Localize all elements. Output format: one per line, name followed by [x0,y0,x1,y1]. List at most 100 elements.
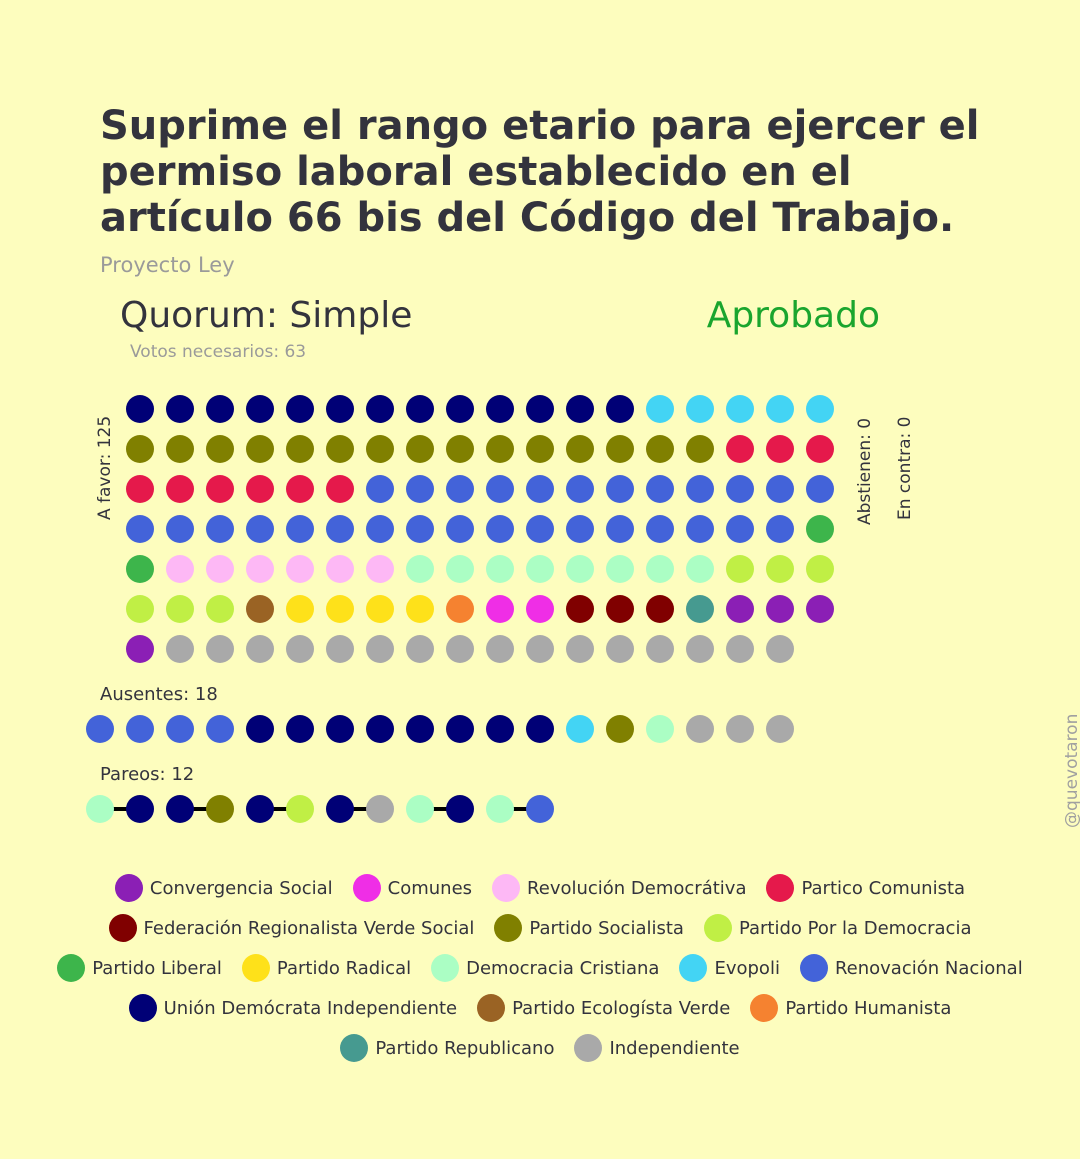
legend-swatch [352,874,381,902]
favor-dot-union-democrata-independiente [166,395,194,423]
favor-dot-federacion-regionalista-verde-social [566,595,594,623]
pair-dot-renovacion-nacional [526,795,554,823]
absent-dot-renovacion-nacional [206,715,234,743]
favor-dot-evopoli [766,395,794,423]
favor-dot-renovacion-nacional [126,515,154,543]
pair-dot-democracia-cristiana [406,795,434,823]
favor-dot-democracia-cristiana [486,555,514,583]
favor-dot-independiente [206,635,234,663]
favor-dot-union-democrata-independiente [286,395,314,423]
legend-swatch [766,874,795,902]
chart-title: Suprime el rango etario para ejercer el … [100,103,980,241]
favor-dot-independiente [366,635,394,663]
absent-dot-renovacion-nacional [166,715,194,743]
favor-dot-evopoli [726,395,754,423]
absent-dot-union-democrata-independiente [326,715,354,743]
legend-swatch [750,994,779,1022]
favor-dot-independiente [686,635,714,663]
legend-swatch [494,914,523,942]
favor-dot-revolucion-democrativa [206,555,234,583]
favor-dot-convergencia-social [726,595,754,623]
legend-label: Revolución Democrátiva [527,877,747,899]
favor-dot-partido-por-la-democracia [726,555,754,583]
favor-dot-union-democrata-independiente [606,395,634,423]
favor-dot-union-democrata-independiente [526,395,554,423]
favor-dot-renovacion-nacional [686,475,714,503]
favor-dot-partico-comunista [766,435,794,463]
favor-dot-convergencia-social [766,595,794,623]
absent-dot-independiente [726,715,754,743]
favor-dot-evopoli [646,395,674,423]
favor-dot-revolucion-democrativa [286,555,314,583]
legend-swatch [108,914,137,942]
favor-dot-revolucion-democrativa [366,555,394,583]
favor-dot-partico-comunista [246,475,274,503]
favor-dot-comunes [526,595,554,623]
favor-dot-partido-por-la-democracia [206,595,234,623]
favor-dot-union-democrata-independiente [566,395,594,423]
legend-label: Federación Regionalista Verde Social [143,917,475,939]
favor-dot-renovacion-nacional [526,515,554,543]
favor-dot-partido-socialista [566,435,594,463]
legend-label: Independiente [609,1037,740,1059]
favor-dot-partico-comunista [726,435,754,463]
legend-item: Partido Humanista [750,994,951,1022]
favor-dot-partido-radical [406,595,434,623]
legend-swatch [574,1034,603,1062]
absent-dot-independiente [766,715,794,743]
absent-dot-union-democrata-independiente [366,715,394,743]
legend-swatch [799,954,828,982]
legend-swatch [128,994,157,1022]
absent-dot-independiente [686,715,714,743]
legend-label: Unión Demócrata Independiente [163,997,458,1019]
favor-dot-union-democrata-independiente [446,395,474,423]
author-handle: @quevotaron [1062,713,1080,828]
favor-dot-democracia-cristiana [566,555,594,583]
absent-dot-democracia-cristiana [646,715,674,743]
favor-dot-union-democrata-independiente [206,395,234,423]
legend-item: Federación Regionalista Verde Social [108,914,475,942]
favor-dot-democracia-cristiana [686,555,714,583]
legend-item: Democracia Cristiana [431,954,659,982]
pair-dot-democracia-cristiana [486,795,514,823]
absent-dot-renovacion-nacional [86,715,114,743]
favor-dot-independiente [766,635,794,663]
favor-dot-partico-comunista [126,475,154,503]
pairs-label: Pareos: 12 [100,764,195,785]
legend-label: Democracia Cristiana [466,957,660,979]
favor-dot-partido-republicano [686,595,714,623]
legend-item: Partido Liberal [57,954,222,982]
pair-dot-democracia-cristiana [86,795,114,823]
favor-dot-evopoli [686,395,714,423]
favor-dot-partido-por-la-democracia [806,555,834,583]
favor-dot-partido-humanista [446,595,474,623]
favor-dot-partido-socialista [686,435,714,463]
legend-swatch [340,1034,369,1062]
favor-dot-renovacion-nacional [486,515,514,543]
favor-dot-union-democrata-independiente [326,395,354,423]
quorum-label: Quorum: Simple [120,295,413,336]
legend-label: Convergencia Social [149,877,333,899]
party-legend: Convergencia Social Comunes Revolución Dem… [20,868,1060,1068]
favor-dot-union-democrata-independiente [246,395,274,423]
legend-label: Partido Por la Democracia [738,917,972,939]
favor-dot-renovacion-nacional [606,475,634,503]
favor-dot-independiente [646,635,674,663]
favor-dot-partido-socialista [286,435,314,463]
legend-row: Unión Demócrata Independiente Partido Eco… [20,988,1060,1028]
favor-dot-renovacion-nacional [446,475,474,503]
legend-row: Partido Republicano Independiente [20,1028,1060,1068]
favor-dot-partido-radical [366,595,394,623]
absent-dot-union-democrata-independiente [526,715,554,743]
favor-dot-partico-comunista [206,475,234,503]
legend-item: Revolución Democrátiva [492,874,746,902]
absent-dot-evopoli [566,715,594,743]
favor-dot-renovacion-nacional [806,475,834,503]
favor-dot-renovacion-nacional [726,475,754,503]
favor-dot-renovacion-nacional [446,515,474,543]
legend-label: Partido Liberal [92,957,222,979]
pair-dot-independiente [366,795,394,823]
favor-dot-independiente [406,635,434,663]
favor-dot-renovacion-nacional [646,515,674,543]
vote-dot-chart [86,395,834,823]
